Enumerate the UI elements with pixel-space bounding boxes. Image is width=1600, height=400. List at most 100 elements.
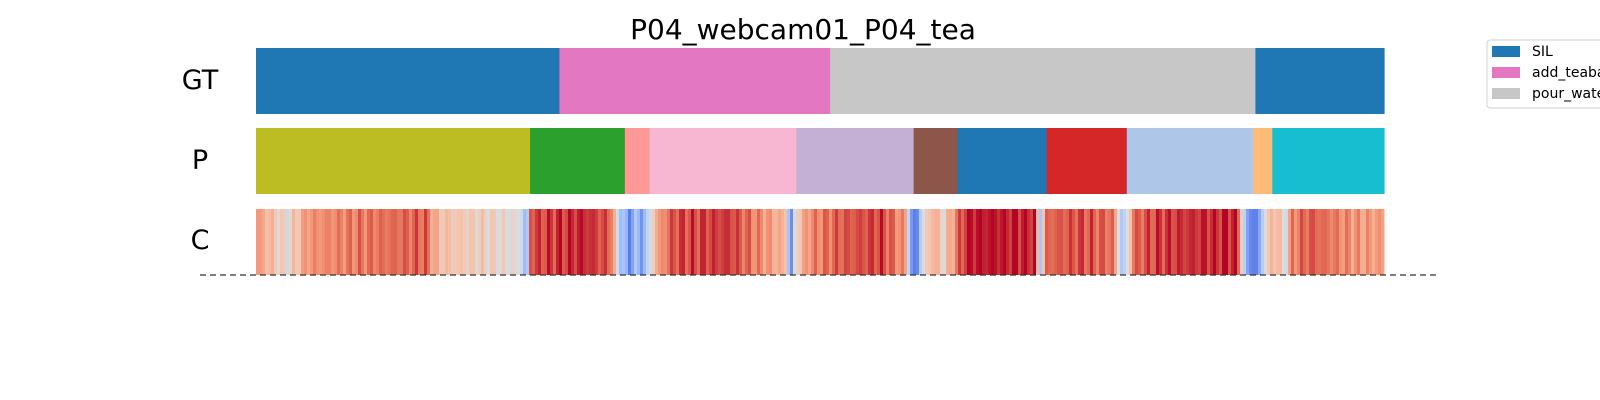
gt-segments (256, 48, 1385, 114)
confidence-strip (1294, 209, 1298, 275)
confidence-strip (1150, 209, 1154, 275)
confidence-strip (1303, 209, 1307, 275)
confidence-strip (406, 209, 410, 275)
confidence-strip (769, 209, 773, 275)
confidence-strip (1267, 209, 1271, 275)
confidence-strip (661, 209, 665, 275)
confidence-strip (751, 209, 755, 275)
confidence-strip (649, 209, 653, 275)
confidence-strip (1057, 209, 1061, 275)
confidence-strip (481, 209, 485, 275)
confidence-strip (646, 209, 650, 275)
confidence-strip (1231, 209, 1235, 275)
confidence-strip (643, 209, 647, 275)
confidence-strip (478, 209, 482, 275)
confidence-strip (628, 209, 632, 275)
confidence-strip (1225, 209, 1229, 275)
confidence-strip (475, 209, 479, 275)
confidence-strip (580, 209, 584, 275)
confidence-strip (640, 209, 644, 275)
confidence-strip (1111, 209, 1115, 275)
confidence-strip (664, 209, 668, 275)
confidence-strip (292, 209, 296, 275)
confidence-strip (1369, 209, 1373, 275)
confidence-strip (535, 209, 539, 275)
legend-swatch-pour-water (1492, 88, 1520, 99)
confidence-strip (943, 209, 947, 275)
confidence-strip (595, 209, 599, 275)
confidence-strip (322, 209, 326, 275)
confidence-strip (499, 209, 503, 275)
confidence-strip (844, 209, 848, 275)
confidence-strip (838, 209, 842, 275)
confidence-strip (703, 209, 707, 275)
confidence-strip (265, 209, 269, 275)
confidence-strip (829, 209, 833, 275)
confidence-strip (442, 209, 446, 275)
confidence-strip (1288, 209, 1292, 275)
confidence-strip (337, 209, 341, 275)
confidence-strip (496, 209, 500, 275)
confidence-strip (316, 209, 320, 275)
confidence-strip (880, 209, 884, 275)
confidence-strip (367, 209, 371, 275)
confidence-strip (295, 209, 299, 275)
confidence-strip (1342, 209, 1346, 275)
confidence-strip (364, 209, 368, 275)
confidence-strip (931, 209, 935, 275)
confidence-strip (1300, 209, 1304, 275)
confidence-strip (457, 209, 461, 275)
confidence-strip (1090, 209, 1094, 275)
confidence-strip (532, 209, 536, 275)
confidence-strip (697, 209, 701, 275)
confidence-strip (1015, 209, 1019, 275)
pred-segment-4 (796, 128, 915, 194)
confidence-strip (490, 209, 494, 275)
pred-segment-10 (1272, 128, 1385, 194)
confidence-strip (328, 209, 332, 275)
pred-segment-6 (957, 128, 1048, 194)
confidence-strip (1234, 209, 1238, 275)
confidence-strips (256, 209, 1385, 275)
confidence-strip (1282, 209, 1286, 275)
confidence-strip (277, 209, 281, 275)
confidence-strip (862, 209, 866, 275)
confidence-strip (259, 209, 263, 275)
confidence-strip (1228, 209, 1232, 275)
confidence-strip (727, 209, 731, 275)
confidence-strip (307, 209, 311, 275)
confidence-strip (436, 209, 440, 275)
confidence-strip (1120, 209, 1124, 275)
confidence-strip (1147, 209, 1151, 275)
confidence-strip (565, 209, 569, 275)
confidence-strip (655, 209, 659, 275)
confidence-strip (385, 209, 389, 275)
confidence-strip (901, 209, 905, 275)
confidence-strip (415, 209, 419, 275)
confidence-strip (529, 209, 533, 275)
confidence-strip (577, 209, 581, 275)
confidence-strip (1240, 209, 1244, 275)
confidence-strip (421, 209, 425, 275)
confidence-strip (1372, 209, 1376, 275)
confidence-strip (820, 209, 824, 275)
confidence-strip (1033, 209, 1037, 275)
confidence-strip (1306, 209, 1310, 275)
confidence-strip (1381, 209, 1385, 275)
confidence-strip (796, 209, 800, 275)
confidence-strip (313, 209, 317, 275)
confidence-strip (268, 209, 272, 275)
confidence-strip (1012, 209, 1016, 275)
confidence-strip (1078, 209, 1082, 275)
confidence-strip (964, 209, 968, 275)
confidence-strip (502, 209, 506, 275)
confidence-strip (883, 209, 887, 275)
confidence-strip (505, 209, 509, 275)
confidence-strip (400, 209, 404, 275)
confidence-strip (1066, 209, 1070, 275)
confidence-strip (1360, 209, 1364, 275)
confidence-strip (466, 209, 470, 275)
row-c: C (191, 209, 1385, 275)
confidence-strip (631, 209, 635, 275)
confidence-strip (394, 209, 398, 275)
